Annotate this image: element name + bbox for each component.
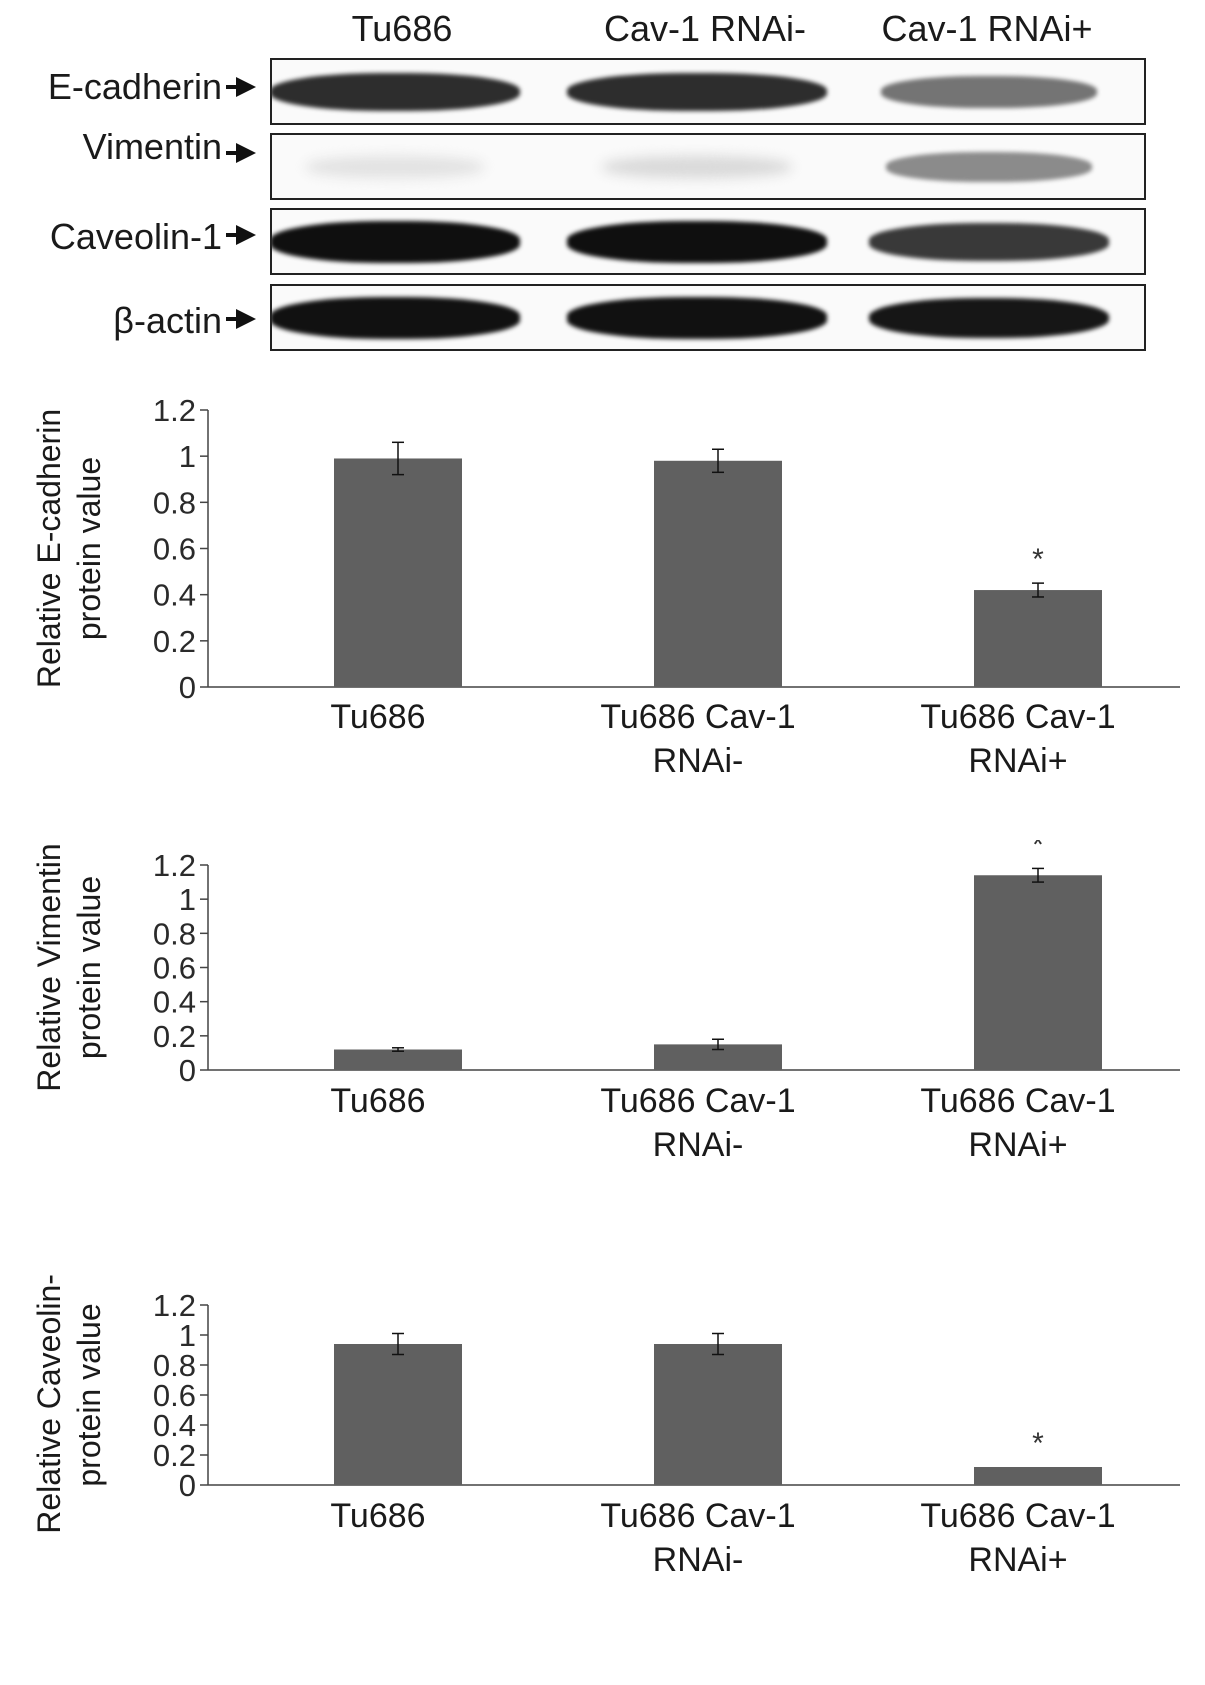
band-label-e-cadherin: E-cadherin: [47, 66, 222, 107]
x-category-label: Tu686 Cav-1: [600, 1497, 795, 1535]
bar: [334, 1344, 462, 1485]
y-axis-label: Relative E-cadherin protein value: [31, 409, 107, 688]
bar: [654, 460, 782, 687]
y-tick-label: 1.2: [153, 393, 196, 428]
y-axis-label: Relative Vimentin protein value: [31, 843, 107, 1091]
arrow-icon: [226, 225, 256, 245]
chart-vimentin-svg: Relative Vimentin protein value 1.210.80.6…: [31, 840, 1180, 1164]
y-tick-label: 0.4: [153, 985, 196, 1020]
band-label-caveolin-1: Caveolin-1: [49, 216, 222, 257]
x-category-label: Tu686: [330, 698, 425, 736]
y-axis-label-line: protein value: [71, 457, 107, 640]
y-axis-label-line: protein value: [71, 1303, 107, 1486]
y-tick-label: 1.2: [153, 1288, 196, 1323]
x-category-label: Tu686 Cav-1: [920, 1497, 1115, 1535]
arrow-icon: [226, 77, 256, 97]
blot-band: [567, 72, 827, 112]
band-label-beta-actin: β-actin: [113, 300, 222, 341]
chart-e-cadherin: Relative E-cadherin protein value 1.2 1 0.8 0…: [0, 380, 1205, 810]
significance-mark: *: [1032, 840, 1044, 861]
x-category-label: RNAi-: [653, 742, 744, 780]
blot-band: [885, 152, 1093, 182]
y-tick-label: 0: [179, 670, 196, 705]
y-axis-label-line: Relative E-cadherin: [31, 409, 67, 688]
blot-row-vimentin: [270, 133, 1146, 200]
x-category-label: Tu686: [330, 1082, 425, 1120]
arrow-icon: [226, 309, 256, 329]
blot-band: [306, 156, 484, 178]
y-tick-label: 1: [179, 882, 196, 917]
significance-mark: *: [1032, 1427, 1044, 1460]
y-tick-label: 0: [179, 1053, 196, 1088]
blot-band: [869, 223, 1109, 261]
y-axis-label-line: protein value: [71, 876, 107, 1059]
blot-band: [272, 72, 520, 112]
y-tick-label: 0.8: [153, 916, 196, 951]
y-tick-label: 1.2: [153, 848, 196, 883]
y-tick-label: 1: [179, 1318, 196, 1353]
x-category-label: RNAi-: [653, 1541, 744, 1579]
blot-band: [602, 155, 792, 179]
bar: [974, 875, 1102, 1070]
chart-caveolin-1: Relative Caveolin-1 protein value 1.2 1 0.8 0…: [0, 1275, 1205, 1685]
lane-label-rnai-minus: Cav-1 RNAi-: [603, 8, 807, 49]
significance-mark: *: [1032, 543, 1044, 576]
x-category-label: Tu686 Cav-1: [600, 1082, 795, 1120]
y-axis-label-line: Relative Vimentin: [31, 843, 67, 1091]
chart-caveolin-1-svg: Relative Caveolin-1 protein value 1.210.80…: [31, 1275, 1180, 1579]
western-blot: Tu686 Cav-1 RNAi- Cav-1 RNAi+ E-cadherin…: [0, 0, 1205, 360]
chart-vimentin: Relative Vimentin protein value 1.2 1 0.8 0.6…: [0, 840, 1205, 1250]
y-tick-label: 0.6: [153, 532, 196, 567]
blot-band: [272, 221, 520, 263]
y-tick-label: 0.8: [153, 485, 196, 520]
x-category-label: RNAi-: [653, 1126, 744, 1164]
x-category-label: RNAi+: [968, 1126, 1067, 1164]
bar: [334, 1049, 462, 1070]
y-tick-label: 1: [179, 439, 196, 474]
blot-row-beta-actin: [270, 284, 1146, 351]
y-tick-label: 0.8: [153, 1348, 196, 1383]
y-tick-label: 0.6: [153, 951, 196, 986]
y-tick-label: 0.2: [153, 624, 196, 659]
blot-row-e-cadherin: [270, 58, 1146, 125]
blot-row-caveolin-1: [270, 208, 1146, 275]
chart-e-cadherin-svg: Relative E-cadherin protein value 1.2 1 0.8 0…: [31, 393, 1180, 780]
blot-band: [272, 297, 520, 339]
x-category-label: RNAi+: [968, 1541, 1067, 1579]
y-tick-label: 0.2: [153, 1438, 196, 1473]
y-tick-label: 0: [179, 1468, 196, 1503]
y-tick-label: 0.6: [153, 1378, 196, 1413]
band-label-vimentin: Vimentin: [82, 126, 222, 167]
y-tick-label: 0.2: [153, 1019, 196, 1054]
x-category-label: RNAi+: [968, 742, 1067, 780]
blot-band: [869, 297, 1109, 339]
y-axis-label: Relative Caveolin-1 protein value: [31, 1275, 107, 1534]
lane-label-rnai-plus: Cav-1 RNAi+: [881, 8, 1093, 49]
x-category-label: Tu686 Cav-1: [600, 698, 795, 736]
bar: [974, 1467, 1102, 1485]
x-category-label: Tu686: [330, 1497, 425, 1535]
arrow-icon: [226, 143, 256, 163]
y-tick-label: 0.4: [153, 1408, 196, 1443]
y-axis-label-line: Relative Caveolin-1: [31, 1275, 67, 1534]
bar: [974, 590, 1102, 687]
x-category-label: Tu686 Cav-1: [920, 1082, 1115, 1120]
blot-band: [881, 75, 1097, 109]
bar: [334, 458, 462, 687]
x-category-label: Tu686 Cav-1: [920, 698, 1115, 736]
lane-label-tu686: Tu686: [351, 8, 453, 49]
y-tick-label: 0.4: [153, 578, 196, 613]
blot-band: [567, 221, 827, 263]
blot-band: [567, 297, 827, 339]
bar: [654, 1344, 782, 1485]
